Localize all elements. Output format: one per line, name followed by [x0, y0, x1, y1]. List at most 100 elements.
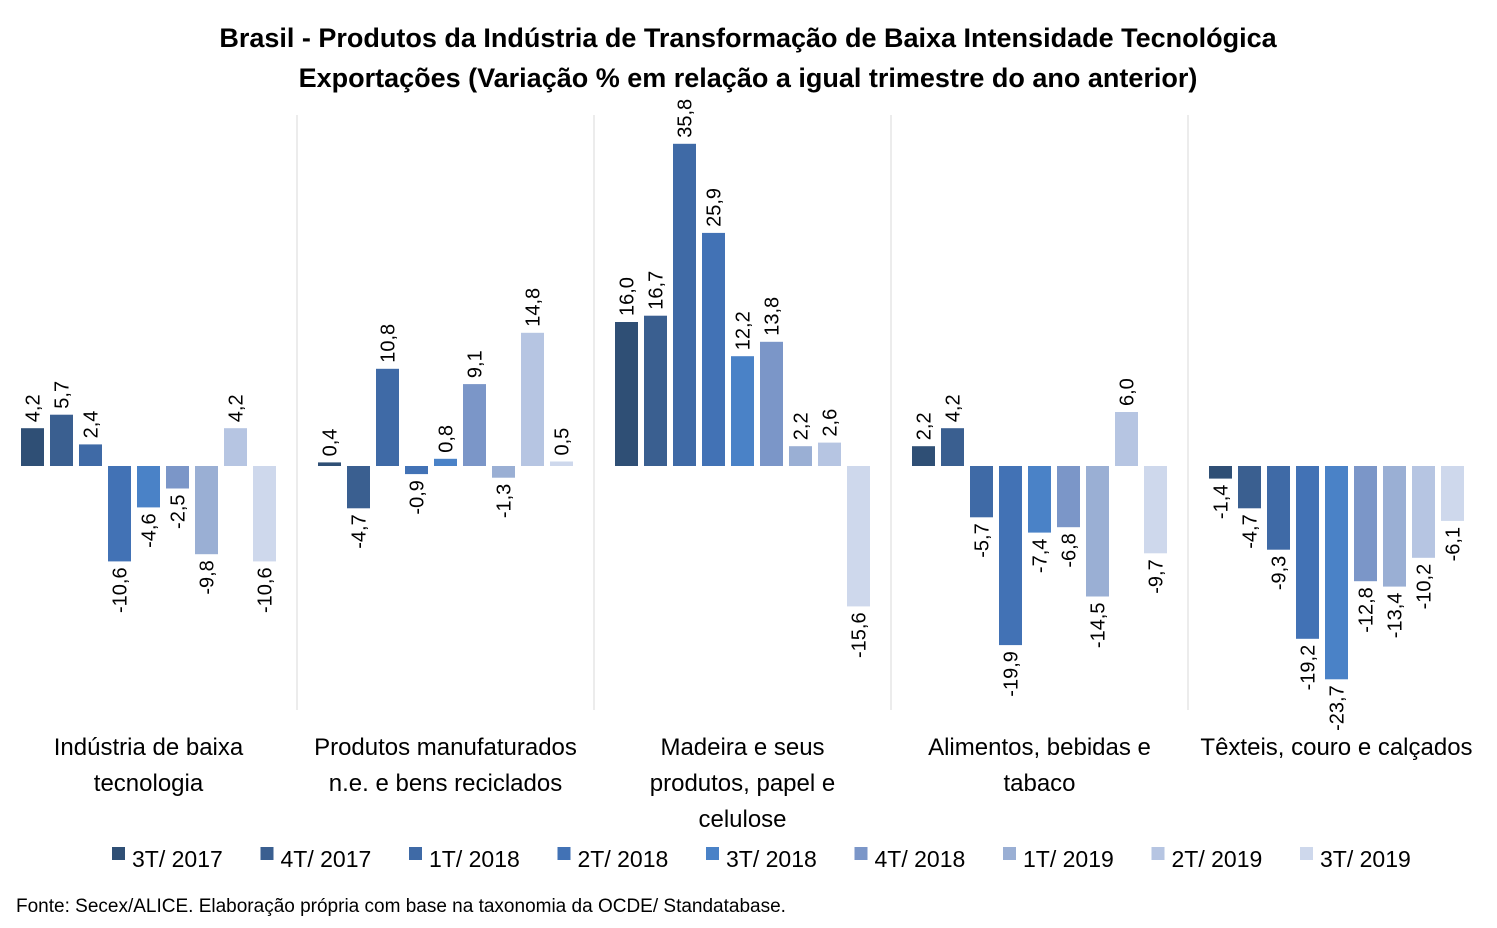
data-label: 2,6: [820, 409, 842, 437]
data-label: -23,7: [1327, 685, 1349, 731]
category-label: tecnologia: [94, 770, 204, 797]
data-label: -4,7: [1240, 514, 1262, 548]
data-label: -9,3: [1269, 556, 1291, 590]
data-label: 10,8: [378, 324, 400, 363]
bar: [789, 446, 812, 466]
data-label: 13,8: [762, 297, 784, 336]
category-separators: [296, 115, 1189, 710]
category-label: celulose: [698, 806, 786, 833]
category-label: Têxteis, couro e calçados: [1200, 734, 1472, 761]
bar: [166, 466, 189, 489]
data-label: -6,1: [1443, 527, 1465, 561]
data-label: 2,2: [791, 412, 813, 440]
data-label: -12,8: [1356, 587, 1378, 633]
bar: [644, 315, 667, 466]
data-label: 2,4: [81, 411, 103, 439]
bar: [1296, 466, 1319, 639]
bar: [492, 466, 515, 478]
legend-label: 2T/ 2018: [578, 846, 669, 872]
data-label: -9,7: [1146, 559, 1168, 593]
source-note: Fonte: Secex/ALICE. Elaboração própria c…: [16, 896, 786, 917]
data-label: 9,1: [465, 350, 487, 378]
category-label: Produtos manufaturados: [314, 734, 577, 761]
category-label: Indústria de baixa: [54, 734, 244, 761]
legend-item: 2T/ 2018: [557, 846, 669, 872]
data-label: 14,8: [523, 288, 545, 327]
data-label: -9,8: [197, 560, 219, 594]
bar: [1115, 412, 1138, 466]
bar: [912, 446, 935, 466]
bar: [1325, 466, 1348, 680]
bar: [521, 332, 544, 466]
bar: [615, 322, 638, 466]
bar: [1209, 466, 1232, 479]
data-label: -5,7: [972, 523, 994, 557]
category-labels-group: Indústria de baixa tecnologia Produtos man…: [54, 734, 1473, 833]
data-label: 16,0: [617, 277, 639, 316]
bar: [1267, 466, 1290, 550]
data-label: 35,8: [675, 99, 697, 138]
bar: [318, 462, 341, 466]
bar: [253, 466, 276, 562]
bar: [941, 428, 964, 466]
bar: [347, 466, 370, 509]
legend-item: 4T/ 2018: [854, 846, 966, 872]
data-label: -14,5: [1088, 603, 1110, 649]
legend-item: 1T/ 2019: [1003, 846, 1114, 872]
bar: [1383, 466, 1406, 587]
bar: [673, 143, 696, 467]
data-label: -19,2: [1298, 645, 1320, 691]
legend-item: 1T/ 2018: [409, 846, 520, 872]
bars-group: [21, 143, 1464, 680]
legend-label: 4T/ 2018: [875, 846, 966, 872]
category-label: Madeira e seus: [660, 734, 824, 761]
bar: [21, 428, 44, 466]
bar: [50, 414, 73, 466]
legend-label: 2T/ 2019: [1172, 846, 1263, 872]
bar: [463, 384, 486, 466]
category-label: produtos, papel e: [650, 770, 835, 797]
legend-swatch: [706, 847, 719, 860]
bar: [137, 466, 160, 508]
data-label: -13,4: [1385, 593, 1407, 639]
legend-swatch: [260, 847, 274, 860]
data-label: -1,3: [494, 484, 516, 518]
legend-swatch: [409, 847, 422, 860]
bar: [1028, 466, 1051, 533]
bar: [847, 466, 870, 607]
legend-label: 1T/ 2018: [429, 846, 520, 872]
bar: [1086, 466, 1109, 597]
legend: 3T/ 2017 4T/ 2017 1T/ 2018 2T/ 2018 3T/ 2018…: [112, 846, 1411, 872]
bar: [79, 444, 102, 466]
data-label: -10,2: [1414, 564, 1436, 610]
data-label: -19,9: [1001, 651, 1023, 697]
bar: [550, 461, 573, 466]
data-label: 0,4: [320, 429, 342, 457]
legend-swatch: [1003, 847, 1016, 860]
category-label: Alimentos, bebidas e: [928, 734, 1151, 761]
data-label: 0,8: [436, 425, 458, 453]
data-label: -15,6: [849, 612, 871, 658]
bar: [1441, 466, 1464, 521]
legend-swatch: [854, 847, 868, 860]
bar: [760, 341, 783, 466]
legend-item: 3T/ 2017: [112, 846, 223, 872]
legend-label: 3T/ 2019: [1320, 846, 1411, 872]
legend-label: 3T/ 2018: [726, 846, 817, 872]
data-label: 12,2: [733, 311, 755, 350]
legend-item: 3T/ 2018: [706, 846, 817, 872]
data-label: 2,2: [914, 412, 936, 440]
bar: [999, 466, 1022, 646]
bar: [195, 466, 218, 555]
legend-label: 3T/ 2017: [132, 846, 223, 872]
data-label: 16,7: [646, 271, 668, 310]
bar: [702, 232, 725, 466]
data-label: -4,7: [349, 514, 371, 548]
data-label: -1,4: [1211, 485, 1233, 519]
legend-swatch: [1151, 847, 1165, 860]
data-label: 4,2: [943, 394, 965, 422]
legend-label: 1T/ 2019: [1023, 846, 1114, 872]
data-label: 5,7: [52, 381, 74, 409]
category-label: tabaco: [1003, 770, 1075, 797]
